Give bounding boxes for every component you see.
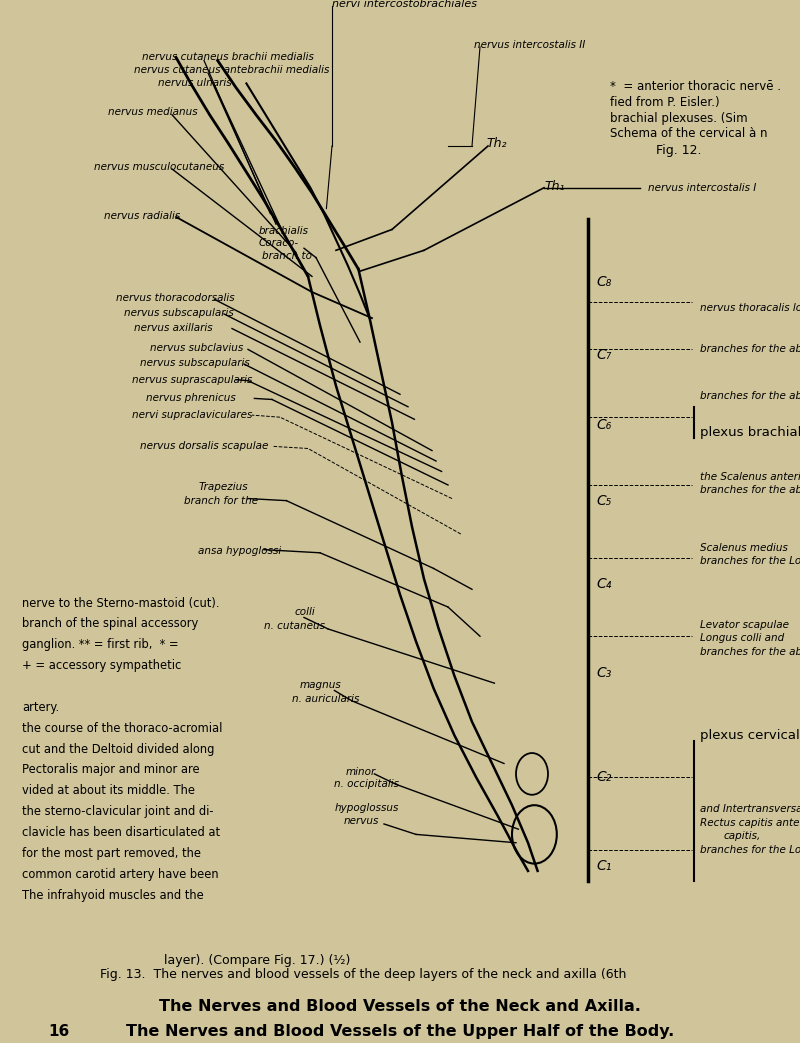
Text: layer). (Compare Fig. 17.) (¹⁄₂): layer). (Compare Fig. 17.) (¹⁄₂) [164,954,350,967]
Text: nervus medianus: nervus medianus [108,106,198,117]
Text: vided at about its middle. The: vided at about its middle. The [22,784,195,797]
Text: The Nerves and Blood Vessels of the Upper Half of the Body.: The Nerves and Blood Vessels of the Uppe… [126,1024,674,1039]
Text: nervus subscapularis: nervus subscapularis [140,358,250,368]
Text: brachialis: brachialis [258,225,309,236]
Text: nervus subscapularis: nervus subscapularis [124,308,234,318]
Text: cut and the Deltoid divided along: cut and the Deltoid divided along [22,743,214,755]
Text: nervi intercostobrachiales: nervi intercostobrachiales [332,0,477,9]
Text: ansa hypoglossi: ansa hypoglossi [198,545,282,556]
Text: *  = anterior thoracic nervē .: * = anterior thoracic nervē . [610,80,781,93]
Text: C₂: C₂ [596,770,611,784]
Text: ganglion. ** = first rib,  * =: ganglion. ** = first rib, * = [22,638,179,651]
Text: branches for the above, the: branches for the above, the [700,647,800,657]
Text: nervus intercostalis II: nervus intercostalis II [474,40,585,50]
Text: branch to: branch to [262,250,313,261]
Text: Fig. 12.: Fig. 12. [656,144,702,156]
Text: Pectoralis major and minor are: Pectoralis major and minor are [22,763,200,776]
Text: n. auricularis: n. auricularis [292,694,359,704]
Text: common carotid artery have been: common carotid artery have been [22,868,219,880]
Text: Th₂: Th₂ [486,138,507,150]
Text: C₃: C₃ [596,665,611,680]
Text: nervus intercostalis I: nervus intercostalis I [648,183,756,193]
Text: nervus musculocutaneus: nervus musculocutaneus [94,162,225,172]
Text: nervus: nervus [344,816,379,826]
Text: magnus: magnus [300,680,342,690]
Text: nervus cutaneus brachii medialis: nervus cutaneus brachii medialis [142,52,314,63]
Text: nervus suprascapularis: nervus suprascapularis [132,374,252,385]
Text: Schema of the cervical à n: Schema of the cervical à n [610,127,767,140]
Text: artery.: artery. [22,701,59,713]
Text: Rectus capitis anterior: Rectus capitis anterior [700,818,800,828]
Text: branches for the Longus colli,: branches for the Longus colli, [700,556,800,566]
Text: The infrahyoid muscles and the: The infrahyoid muscles and the [22,889,204,901]
Text: brachial plexuses. (Sim: brachial plexuses. (Sim [610,112,747,124]
Text: branches for the above and for: branches for the above and for [700,485,800,495]
Text: nervus subclavius: nervus subclavius [150,343,244,354]
Text: C₈: C₈ [596,274,611,289]
Text: fied from P. Eisler.): fied from P. Eisler.) [610,96,719,108]
Text: nervus thoracodorsalis: nervus thoracodorsalis [116,293,234,304]
Text: C₇: C₇ [596,347,611,362]
Text: nervus axillaris: nervus axillaris [134,322,213,333]
Text: the sterno-clavicular joint and di-: the sterno-clavicular joint and di- [22,805,214,818]
Text: branches for the above: branches for the above [700,391,800,402]
Text: Coraco-: Coraco- [258,238,298,248]
Text: nervus ulnaris: nervus ulnaris [158,78,232,89]
Text: Th₁: Th₁ [544,180,565,193]
Text: nervus thoracalis longus: nervus thoracalis longus [700,302,800,313]
Text: the Scalenus anterior: the Scalenus anterior [700,471,800,482]
Text: minor: minor [346,767,376,777]
Text: and Intertransversarii: and Intertransversarii [700,804,800,815]
Text: plexus brachialis: plexus brachialis [700,427,800,439]
Text: nerve to the Sterno-mastoid (cut).: nerve to the Sterno-mastoid (cut). [22,597,220,609]
Text: Longus colli and: Longus colli and [700,633,784,644]
Text: nervi supraclaviculares: nervi supraclaviculares [132,410,252,420]
Text: n. cutaneus: n. cutaneus [264,621,325,631]
Text: branch for the: branch for the [184,495,258,506]
Text: branch of the spinal accessory: branch of the spinal accessory [22,617,198,630]
Text: C₅: C₅ [596,493,611,508]
Text: 16: 16 [48,1024,70,1039]
Text: the course of the thoraco-acromial: the course of the thoraco-acromial [22,722,222,734]
Text: nervus phrenicus: nervus phrenicus [146,393,236,404]
Text: for the most part removed, the: for the most part removed, the [22,847,202,859]
Text: n. occipitalis: n. occipitalis [334,779,399,790]
Text: plexus cervicalis: plexus cervicalis [700,729,800,742]
Text: nervus dorsalis scapulae: nervus dorsalis scapulae [140,441,268,452]
Text: clavicle has been disarticulated at: clavicle has been disarticulated at [22,826,221,839]
Text: Scalenus medius: Scalenus medius [700,542,788,553]
Text: branches for the above: branches for the above [700,344,800,355]
Text: nervus cutaneus antebrachii medialis: nervus cutaneus antebrachii medialis [134,65,330,75]
Text: branches for the Longus: branches for the Longus [700,845,800,855]
Text: C₁: C₁ [596,858,611,873]
Text: + = accessory sympathetic: + = accessory sympathetic [22,659,182,672]
Text: Levator scapulae: Levator scapulae [700,620,789,630]
Text: Fig. 13.  The nerves and blood vessels of the deep layers of the neck and axilla: Fig. 13. The nerves and blood vessels of… [100,968,626,980]
Text: Trapezius: Trapezius [198,482,248,492]
Text: hypoglossus: hypoglossus [334,803,398,814]
Text: colli: colli [294,607,315,617]
Text: capitis,: capitis, [724,831,762,842]
Text: The Nerves and Blood Vessels of the Neck and Axilla.: The Nerves and Blood Vessels of the Neck… [159,999,641,1014]
Text: nervus radialis: nervus radialis [104,211,180,221]
Text: C₆: C₆ [596,417,611,432]
Text: C₄: C₄ [596,577,611,591]
